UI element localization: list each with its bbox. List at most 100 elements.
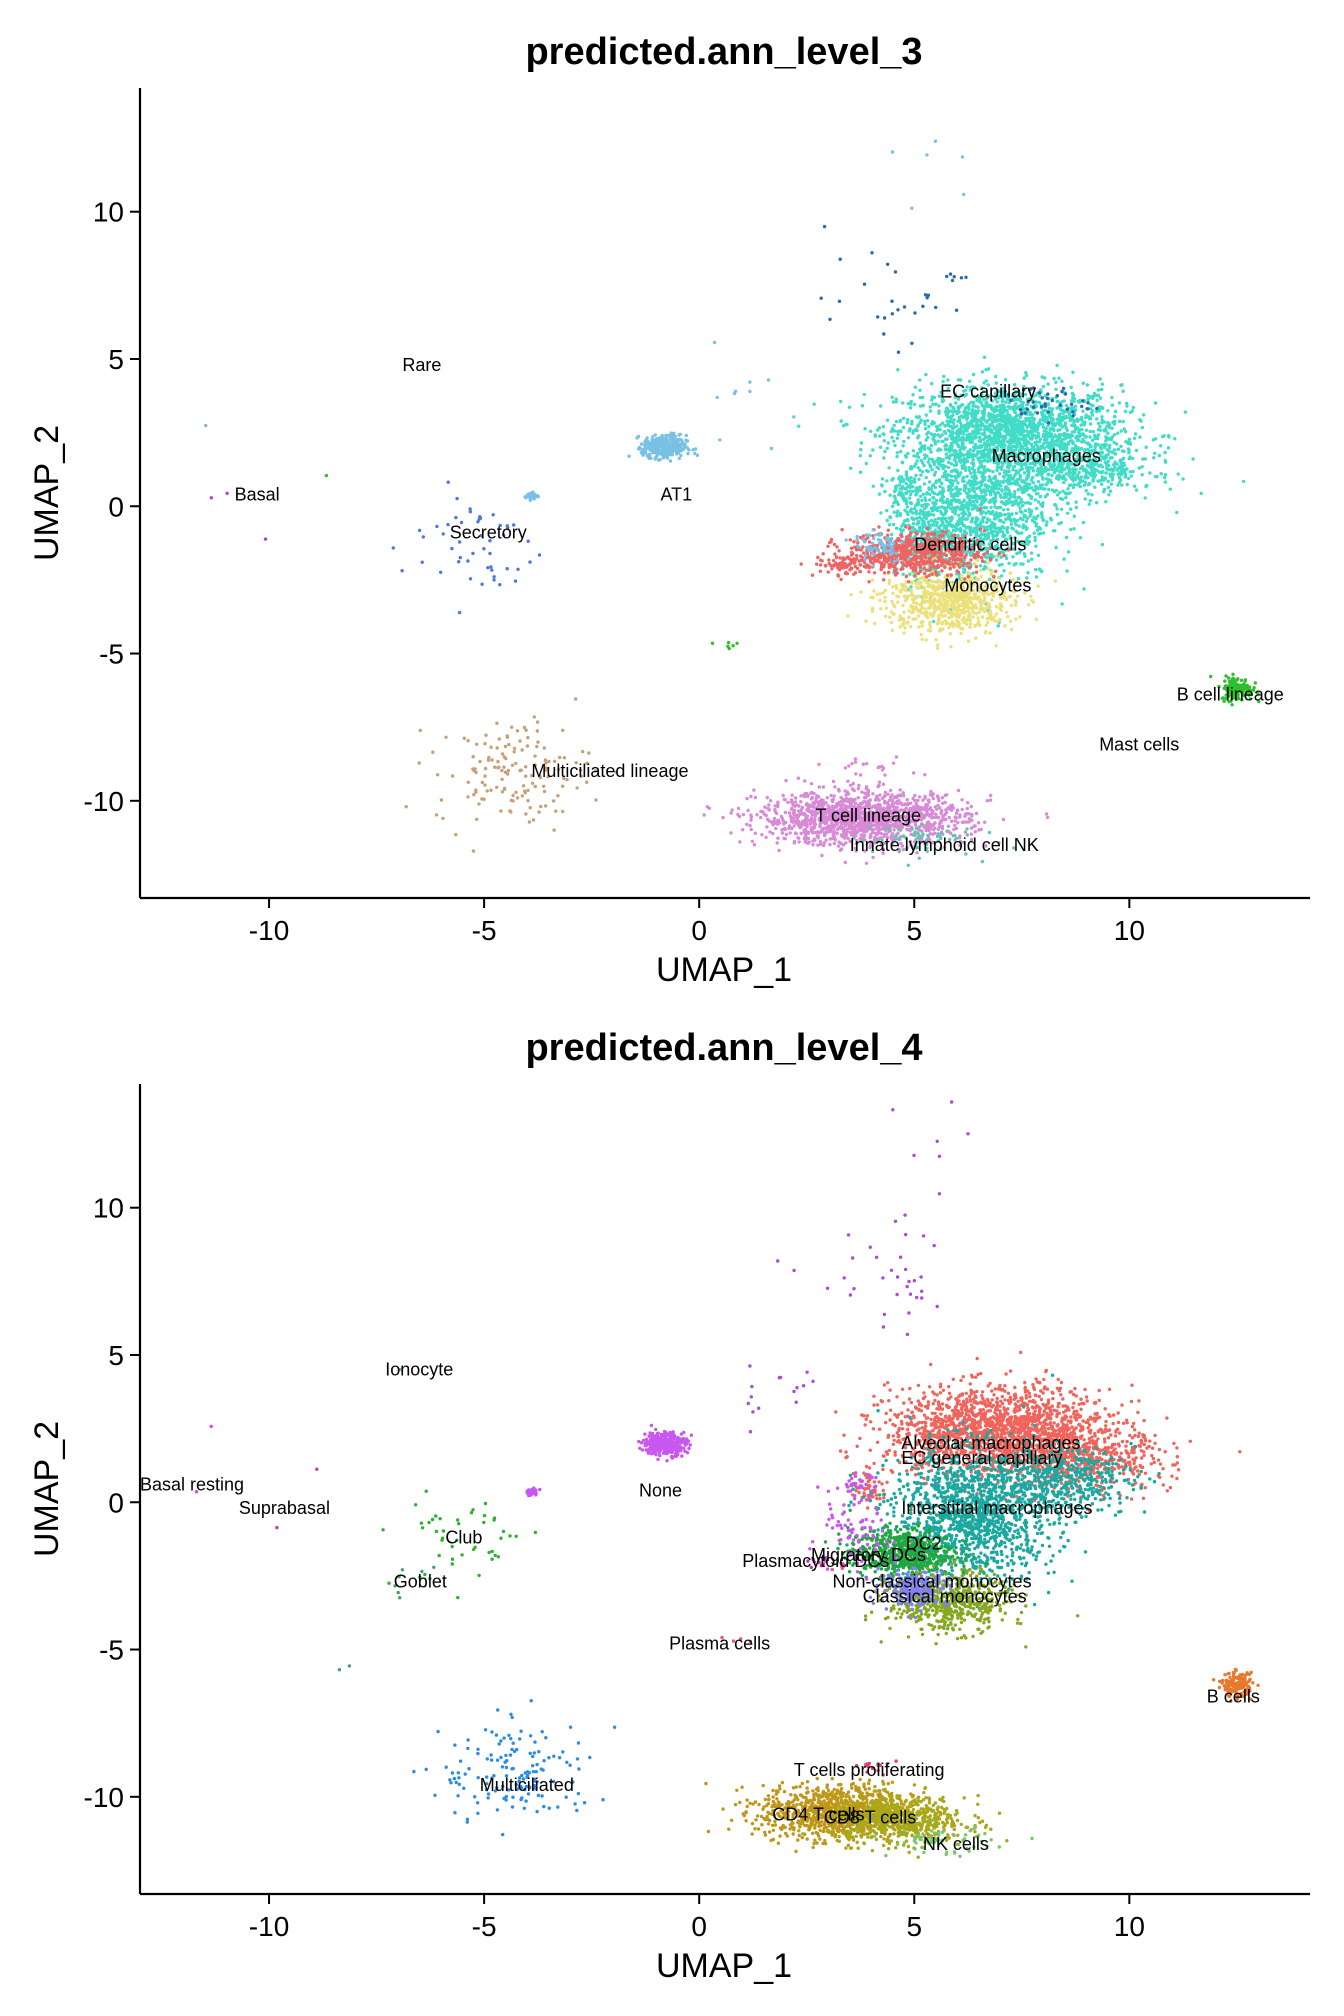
data-point <box>964 425 968 429</box>
data-point <box>1095 398 1099 402</box>
data-point <box>852 798 856 802</box>
data-point <box>895 514 899 518</box>
data-point <box>1100 415 1104 419</box>
data-point <box>951 405 955 410</box>
data-point <box>1053 502 1057 507</box>
data-point <box>944 443 948 447</box>
data-point <box>1024 416 1028 421</box>
data-point <box>1003 513 1007 517</box>
data-point <box>911 393 915 397</box>
data-point <box>953 823 957 828</box>
data-point <box>940 519 944 523</box>
data-point <box>930 398 934 402</box>
data-point <box>1117 401 1122 405</box>
data-point <box>1069 527 1073 532</box>
data-point <box>1124 440 1128 444</box>
data-point <box>943 437 948 441</box>
data-point <box>1114 409 1118 414</box>
data-point <box>953 463 957 467</box>
data-point <box>831 779 836 784</box>
data-point <box>940 809 944 813</box>
data-point <box>1131 405 1136 410</box>
data-point <box>1074 505 1079 510</box>
data-point <box>917 455 921 460</box>
data-point <box>841 424 846 428</box>
data-point <box>1058 451 1063 455</box>
data-point <box>864 861 869 865</box>
data-point <box>895 511 899 515</box>
data-point <box>844 793 848 797</box>
data-point <box>944 793 949 797</box>
data-point <box>967 407 971 411</box>
data-point <box>1151 438 1156 442</box>
data-point <box>971 458 975 462</box>
data-point <box>964 468 968 472</box>
data-point <box>924 372 928 377</box>
data-point <box>942 374 946 379</box>
data-point <box>996 423 1000 427</box>
data-point <box>997 413 1001 417</box>
data-point <box>820 828 824 832</box>
data-point <box>937 447 941 452</box>
data-point <box>1036 431 1040 435</box>
data-point <box>1110 478 1115 482</box>
data-point <box>984 435 989 439</box>
data-point <box>982 428 987 432</box>
data-point <box>1049 518 1054 522</box>
data-point <box>950 819 954 823</box>
data-point <box>901 572 905 576</box>
data-point <box>984 506 989 510</box>
data-point <box>1068 435 1073 439</box>
data-point <box>938 806 942 810</box>
data-point <box>982 431 987 435</box>
data-point <box>951 806 955 810</box>
data-point <box>1064 535 1069 540</box>
data-point <box>1083 497 1087 501</box>
data-point <box>926 446 931 450</box>
data-point <box>920 829 924 833</box>
data-point <box>963 406 968 411</box>
data-point <box>892 423 896 428</box>
data-point <box>1024 519 1029 523</box>
data-point <box>922 506 927 511</box>
data-point <box>942 430 946 434</box>
data-point <box>1006 487 1010 491</box>
data-point <box>1062 557 1066 561</box>
data-point <box>1126 447 1131 451</box>
data-point <box>1159 472 1163 476</box>
data-point <box>922 515 927 519</box>
data-point <box>916 798 920 803</box>
data-point <box>1006 412 1010 416</box>
data-point <box>824 801 828 805</box>
data-point <box>1005 440 1010 444</box>
data-point <box>980 483 984 487</box>
data-point <box>976 445 980 450</box>
data-point <box>949 416 953 421</box>
data-point <box>887 523 892 527</box>
data-point <box>1007 515 1011 519</box>
data-point <box>1121 456 1126 460</box>
data-point <box>1098 377 1102 381</box>
data-point <box>1010 526 1014 530</box>
data-point <box>956 788 961 793</box>
data-point <box>944 477 949 482</box>
data-point <box>1064 414 1068 419</box>
data-point <box>876 428 880 432</box>
data-point <box>975 526 980 530</box>
data-point <box>729 811 733 815</box>
data-point <box>994 374 998 379</box>
data-point <box>926 435 930 440</box>
data-point <box>895 795 899 800</box>
data-point <box>969 471 973 475</box>
data-point <box>1057 376 1061 380</box>
data-point <box>1107 493 1111 497</box>
data-point <box>1085 442 1090 446</box>
data-point <box>907 429 911 433</box>
data-point <box>923 453 927 457</box>
data-point <box>959 423 963 428</box>
data-point <box>927 523 931 527</box>
data-point <box>769 820 773 824</box>
data-point <box>882 801 887 805</box>
data-point <box>879 404 883 408</box>
data-point <box>941 458 945 462</box>
